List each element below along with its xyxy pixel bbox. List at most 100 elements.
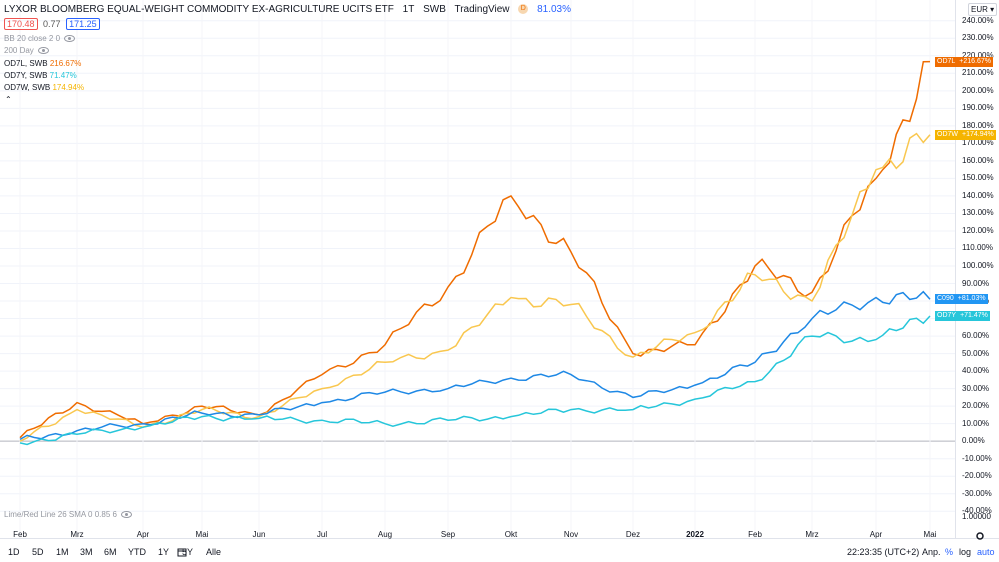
indicator-ma-label: 200 Day	[4, 46, 34, 55]
y-tick-label: 150.00%	[962, 173, 994, 183]
y-tick-label: -30.00%	[962, 488, 992, 498]
collapse-legend-icon[interactable]: ⌃	[5, 95, 12, 104]
eye-icon[interactable]	[120, 511, 132, 519]
x-tick-label: Mai	[923, 530, 937, 539]
y-tick-label: 0.00%	[962, 436, 985, 446]
legend-name: OD7W, SWB	[4, 83, 51, 92]
range-button[interactable]: 5Y	[182, 547, 194, 557]
y-tick-label: 10.00%	[962, 418, 990, 428]
bid-price[interactable]: 170.48	[4, 18, 38, 30]
x-tick-label: Feb	[13, 530, 27, 539]
series-line	[19, 315, 931, 446]
y-tick-label: 130.00%	[962, 208, 994, 218]
y-tick-label: 20.00%	[962, 401, 990, 411]
x-tick-label: Sep	[440, 530, 456, 539]
legend-item-od7l[interactable]: OD7L, SWB 216.67%	[4, 59, 81, 68]
y-tick-label: 100.00%	[962, 261, 994, 270]
badge-value: +216.67%	[957, 56, 994, 67]
currency-select[interactable]: EUR ▾	[968, 3, 998, 16]
price-row: 170.48 0.77 171.25	[4, 18, 103, 30]
x-tick-label: Apr	[136, 530, 150, 539]
badge-value: +81.03%	[955, 294, 988, 305]
range-button[interactable]: YTD	[128, 547, 146, 557]
range-button[interactable]: 5D	[32, 547, 44, 557]
y-tick-label: 40.00%	[962, 366, 990, 376]
spread-value: 0.77	[43, 19, 61, 29]
badge-ticker: OD7Y	[935, 310, 959, 321]
range-button[interactable]: 3M	[80, 547, 93, 557]
y-tick-label: 200.00%	[962, 85, 994, 95]
price-badge: OD7W +174.94%	[935, 129, 996, 140]
settings-gear-icon[interactable]	[975, 531, 985, 543]
bottom-toolbar: 1D 5D 1M 3M 6M YTD 1Y 5Y Alle 22:23:35 (UTC+2) A…	[0, 532, 999, 562]
badge-ticker: OD7W	[935, 129, 960, 140]
y-tick-label: 160.00%	[962, 155, 994, 165]
y-tick-label: 50.00%	[962, 348, 990, 358]
eye-icon[interactable]	[37, 47, 49, 55]
badge-ticker: OD7L	[935, 56, 958, 67]
adjust-button[interactable]: Anp.	[922, 547, 941, 557]
interval-label[interactable]: 1T	[402, 4, 415, 15]
clock-time[interactable]: 22:23:35 (UTC+2)	[847, 547, 920, 557]
indicator-bb[interactable]: BB 20 close 2 0	[4, 34, 76, 43]
price-badge: OD7L +216.67%	[935, 56, 994, 67]
x-tick-label: Apr	[869, 530, 883, 539]
y-tick-label: -10.00%	[962, 453, 992, 463]
delayed-badge[interactable]: D	[518, 4, 529, 15]
x-tick-label: Okt	[504, 530, 518, 539]
indicator-bottom[interactable]: Lime/Red Line 26 SMA 0 0.85 6	[4, 510, 132, 519]
legend-item-od7y[interactable]: OD7Y, SWB 71.47%	[4, 71, 77, 80]
badge-value: +71.47%	[958, 310, 990, 321]
legend-value: 71.47%	[49, 71, 77, 80]
time-axis-separator	[0, 538, 999, 539]
legend-name: OD7Y, SWB	[4, 71, 48, 80]
series-line	[19, 132, 931, 442]
indicator-bottom-label: Lime/Red Line 26 SMA 0 0.85 6	[4, 510, 117, 519]
chart-header: LYXOR BLOOMBERG EQUAL-WEIGHT COMMODITY E…	[4, 4, 577, 15]
y-tick-label: 240.00%	[962, 15, 994, 25]
range-button[interactable]: Alle	[206, 547, 222, 557]
exchange-label: SWB	[423, 4, 446, 15]
y-tick-label: -20.00%	[962, 471, 992, 481]
auto-button[interactable]: auto	[977, 547, 995, 557]
y-tick-label: 210.00%	[962, 68, 994, 78]
range-button[interactable]: 1D	[8, 547, 20, 557]
y-tick-label: 140.00%	[962, 190, 994, 200]
percent-button[interactable]: %	[945, 547, 954, 557]
x-tick-label: Feb	[748, 530, 762, 539]
x-tick-label: Dez	[625, 530, 641, 539]
y-tick-label: 90.00%	[962, 278, 990, 288]
eye-icon[interactable]	[64, 35, 76, 43]
price-badge: OD7Y +71.47%	[935, 310, 990, 321]
ask-price[interactable]: 171.25	[66, 18, 100, 30]
y-tick-label: 190.00%	[962, 103, 994, 113]
indicator-bb-label: BB 20 close 2 0	[4, 34, 61, 43]
x-tick-label: 2022	[686, 530, 704, 539]
y-tick-label: 220.00%	[962, 50, 994, 60]
x-tick-label: Aug	[377, 530, 393, 539]
series-line	[19, 60, 931, 439]
y-tick-label: 180.00%	[962, 120, 994, 130]
x-tick-label: Nov	[563, 530, 579, 539]
log-button[interactable]: log	[959, 547, 972, 557]
price-axis-separator	[955, 0, 956, 538]
price-badge: C090 +81.03%	[935, 294, 988, 305]
y-tick-label: 170.00%	[962, 138, 994, 148]
legend-item-od7w[interactable]: OD7W, SWB 174.94%	[4, 83, 84, 92]
range-button[interactable]: 6M	[104, 547, 117, 557]
x-tick-label: Mai	[195, 530, 209, 539]
compare-change: 81.03%	[537, 4, 571, 15]
x-tick-label: Mrz	[805, 530, 819, 539]
legend-name: OD7L, SWB	[4, 59, 48, 68]
series-line	[19, 290, 931, 441]
indicator-ma[interactable]: 200 Day	[4, 46, 49, 55]
symbol-title[interactable]: LYXOR BLOOMBERG EQUAL-WEIGHT COMMODITY E…	[4, 4, 394, 15]
calendar-icon[interactable]	[177, 547, 187, 559]
range-button[interactable]: 1M	[56, 547, 69, 557]
y-tick-label: 30.00%	[962, 383, 990, 393]
y-tick-label: 120.00%	[962, 225, 994, 235]
y-tick-label: 110.00%	[962, 243, 993, 253]
x-tick-label: Jun	[252, 530, 266, 539]
range-button[interactable]: 1Y	[158, 547, 170, 557]
